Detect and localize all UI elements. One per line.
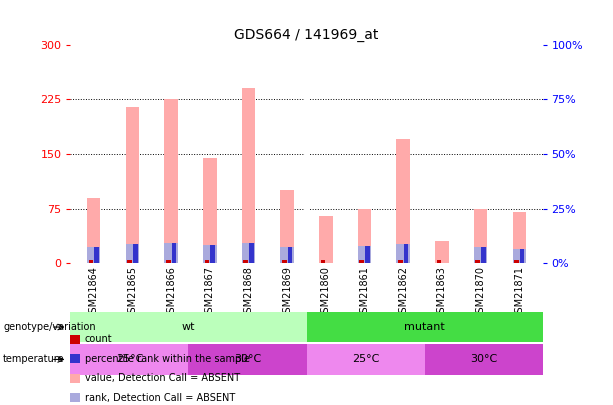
Text: wt: wt — [181, 322, 196, 332]
Bar — [514, 260, 519, 263]
Bar — [205, 260, 209, 263]
Bar — [319, 216, 333, 263]
Text: rank, Detection Call = ABSENT: rank, Detection Call = ABSENT — [85, 393, 235, 403]
Bar — [358, 209, 371, 263]
Bar — [203, 245, 216, 263]
Bar — [242, 243, 255, 263]
Bar — [89, 260, 93, 263]
Bar — [287, 247, 292, 263]
Bar — [437, 260, 441, 263]
Bar — [126, 243, 139, 263]
Bar — [243, 260, 248, 263]
Bar — [164, 99, 178, 263]
Bar — [128, 260, 132, 263]
Bar — [87, 198, 101, 263]
Bar — [282, 260, 287, 263]
Text: 25°C: 25°C — [352, 354, 379, 364]
Bar — [87, 247, 101, 263]
Bar — [397, 139, 410, 263]
Title: GDS664 / 141969_at: GDS664 / 141969_at — [234, 28, 379, 42]
Bar — [512, 212, 526, 263]
Text: 30°C: 30°C — [234, 354, 261, 364]
Bar — [398, 260, 403, 263]
Text: mutant: mutant — [404, 322, 445, 332]
Text: value, Detection Call = ABSENT: value, Detection Call = ABSENT — [85, 373, 240, 383]
Bar — [280, 247, 294, 263]
Bar — [520, 249, 524, 263]
Text: genotype/variation: genotype/variation — [3, 322, 96, 332]
Bar — [481, 247, 485, 263]
Bar — [512, 249, 526, 263]
Bar — [474, 247, 487, 263]
Bar — [242, 88, 255, 263]
Bar — [365, 247, 370, 263]
Text: count: count — [85, 335, 112, 344]
Bar — [474, 209, 487, 263]
Text: temperature: temperature — [3, 354, 64, 364]
Bar — [94, 247, 99, 263]
Bar — [359, 260, 364, 263]
Bar — [166, 260, 170, 263]
Bar — [164, 243, 178, 263]
Text: 30°C: 30°C — [470, 354, 497, 364]
Bar — [397, 243, 410, 263]
Bar — [126, 107, 139, 263]
Text: 25°C: 25°C — [116, 354, 143, 364]
Bar — [321, 260, 326, 263]
Bar — [133, 243, 137, 263]
Bar — [172, 243, 176, 263]
Bar — [249, 243, 254, 263]
Bar — [358, 247, 371, 263]
Bar — [203, 158, 216, 263]
Bar — [280, 190, 294, 263]
Bar — [476, 260, 480, 263]
Bar — [435, 241, 449, 263]
Text: percentile rank within the sample: percentile rank within the sample — [85, 354, 249, 364]
Bar — [210, 245, 215, 263]
Bar — [404, 243, 408, 263]
